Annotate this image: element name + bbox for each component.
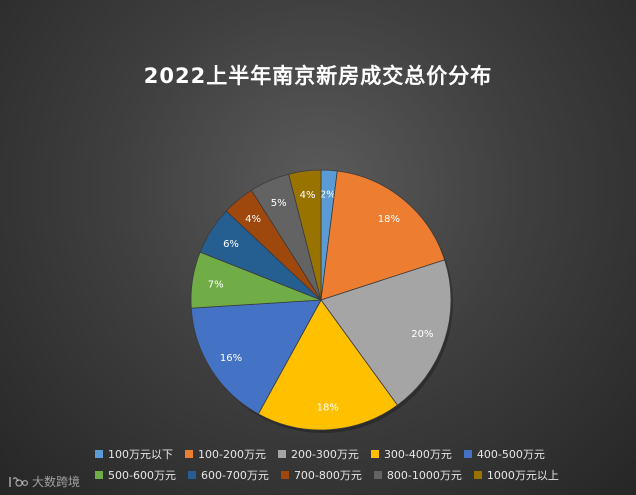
legend-swatch — [370, 450, 379, 458]
legend-label: 100万元以下 — [108, 448, 173, 461]
pie-data-label-5: 16% — [220, 353, 242, 364]
chart-title: 2022上半年南京新房成交总价分布 — [143, 64, 493, 88]
pie-data-label-6: 7% — [208, 279, 224, 290]
legend-item-2: 100-200万元 — [185, 446, 266, 462]
pie-data-label-10: 4% — [300, 190, 316, 201]
legend-label: 400-500万元 — [476, 448, 545, 461]
pie-data-label-8: 4% — [245, 214, 261, 225]
watermark-text: 大数跨境 — [32, 475, 81, 489]
pie-data-label-1: 2% — [320, 190, 336, 201]
legend-swatch — [277, 450, 286, 458]
legend-item-6: 500-600万元 — [95, 467, 176, 483]
legend-label: 1000万元以上 — [486, 469, 559, 482]
legend-swatch — [280, 471, 289, 479]
legend-item-4: 300-400万元 — [370, 446, 452, 462]
legend-swatch — [463, 450, 472, 458]
legend-swatch — [373, 471, 382, 479]
pie-slice-4 — [257, 299, 398, 431]
legend-item-3: 200-300万元 — [277, 446, 359, 462]
legend-item-10: 1000万元以上 — [473, 467, 559, 483]
pie-slice-2 — [320, 170, 446, 301]
legend-swatch — [187, 471, 196, 479]
legend-label: 800-1000万元 — [386, 469, 462, 482]
pie-slice-5 — [190, 299, 322, 415]
legend-item-1: 100万元以下 — [95, 446, 173, 462]
legend-item-8: 700-800万元 — [280, 467, 362, 483]
pie-data-label-3: 20% — [411, 329, 433, 340]
legend-label: 600-700万元 — [200, 469, 269, 482]
legend-label: 100-200万元 — [198, 448, 266, 461]
legend-label: 300-400万元 — [383, 448, 452, 461]
legend-label: 500-600万元 — [108, 469, 176, 482]
legend-label: 700-800万元 — [293, 469, 362, 482]
legend-item-9: 800-1000万元 — [373, 467, 462, 483]
legend-swatch — [185, 450, 193, 458]
legend-item-5: 400-500万元 — [463, 446, 545, 462]
legend: 100万元以下 100-200万元 200-300万元 300-400万元 400-50… — [95, 446, 615, 483]
legend-swatch — [95, 450, 103, 458]
pie-data-label-9: 5% — [271, 198, 287, 209]
legend-swatch — [95, 471, 103, 479]
watermark-logo-icon — [9, 476, 28, 487]
legend-item-7: 600-700万元 — [187, 467, 269, 483]
pie-data-label-4: 18% — [317, 402, 339, 413]
pie-slice-10 — [288, 169, 322, 301]
watermark: 大数跨境 — [8, 473, 80, 490]
pie-data-label-7: 6% — [223, 239, 239, 250]
pie-slice-3 — [320, 259, 452, 406]
legend-swatch — [473, 471, 482, 479]
legend-label: 200-300万元 — [290, 448, 359, 461]
pie-data-label-2: 18% — [378, 214, 400, 225]
